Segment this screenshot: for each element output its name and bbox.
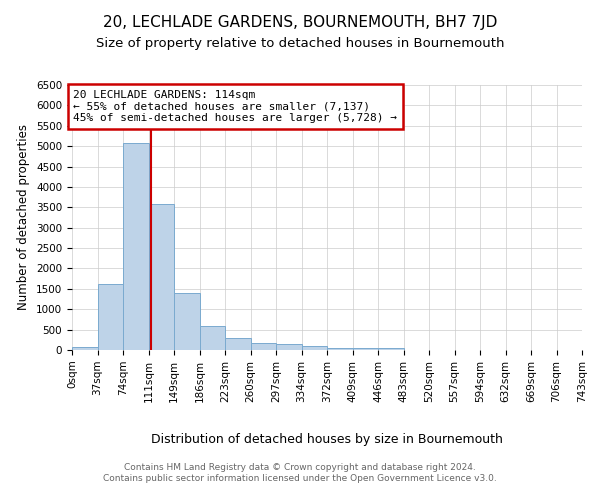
- Bar: [251, 344, 276, 350]
- Bar: [353, 348, 378, 350]
- Bar: [97, 284, 123, 350]
- Bar: [199, 326, 225, 350]
- Bar: [174, 293, 199, 350]
- Text: 20 LECHLADE GARDENS: 114sqm
← 55% of detached houses are smaller (7,137)
45% of : 20 LECHLADE GARDENS: 114sqm ← 55% of det…: [73, 90, 397, 123]
- Y-axis label: Number of detached properties: Number of detached properties: [17, 124, 31, 310]
- Text: Contains HM Land Registry data © Crown copyright and database right 2024.: Contains HM Land Registry data © Crown c…: [124, 462, 476, 471]
- Bar: [378, 348, 404, 350]
- Text: Distribution of detached houses by size in Bournemouth: Distribution of detached houses by size …: [151, 432, 503, 446]
- Bar: [123, 143, 149, 350]
- Text: Size of property relative to detached houses in Bournemouth: Size of property relative to detached ho…: [96, 38, 504, 51]
- Bar: [225, 338, 251, 350]
- Text: Contains public sector information licensed under the Open Government Licence v3: Contains public sector information licen…: [103, 474, 497, 483]
- Bar: [327, 348, 353, 350]
- Text: 20, LECHLADE GARDENS, BOURNEMOUTH, BH7 7JD: 20, LECHLADE GARDENS, BOURNEMOUTH, BH7 7…: [103, 15, 497, 30]
- Bar: [302, 346, 327, 350]
- Bar: [149, 204, 174, 350]
- Bar: [276, 344, 302, 350]
- Bar: [72, 347, 97, 350]
